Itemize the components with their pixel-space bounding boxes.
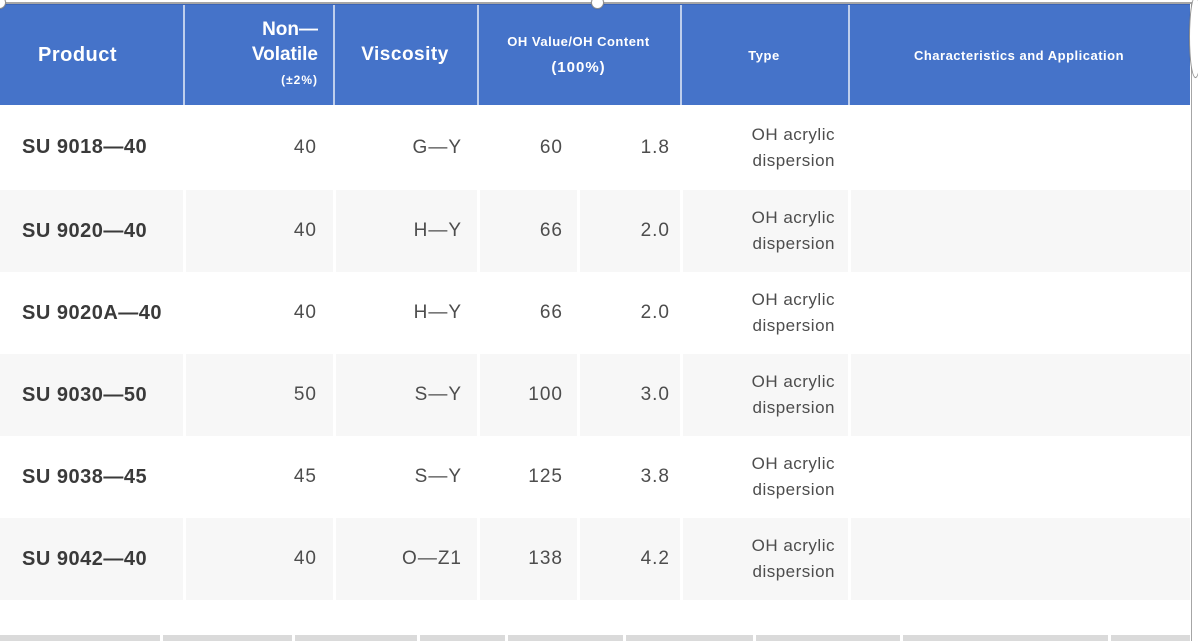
characteristics-cell (848, 436, 1190, 518)
oh-value-cell: 60 (477, 105, 577, 190)
type-cell: OH acrylic dispersion (680, 105, 848, 190)
non-volatile-cell: 40 (183, 105, 333, 190)
non-volatile-cell: 45 (183, 436, 333, 518)
product-cell: SU 9020—40 (0, 190, 183, 272)
header-sublabel: (100%) (551, 59, 606, 76)
viscosity-cell: H—Y (333, 272, 477, 354)
next-table-row-fragment (295, 635, 417, 641)
header-cell-characteristics: Characteristics and Application (848, 5, 1190, 105)
product-cell: SU 9018—40 (22, 136, 148, 158)
table-row: SU 9018—40 40 G—Y 60 1.8 OH acrylic disp… (0, 105, 1190, 190)
resize-handle-top-center[interactable] (591, 0, 604, 9)
product-spec-table: Product Non— Volatile (±2%) Viscosity OH… (0, 4, 1190, 600)
characteristics-cell (848, 105, 1190, 190)
header-cell-non-volatile: Non— Volatile (±2%) (183, 5, 333, 105)
viscosity-cell: S—Y (333, 436, 477, 518)
next-table-row-fragment (0, 635, 160, 641)
next-table-row-fragment (508, 635, 623, 641)
product-cell: SU 9042—40 (0, 518, 183, 600)
product-cell: SU 9038—45 (22, 465, 148, 488)
viscosity-cell: G—Y (333, 105, 477, 190)
table-header-row: Product Non— Volatile (±2%) Viscosity OH… (0, 4, 1190, 106)
resize-handle-top-right[interactable] (1189, 0, 1198, 78)
header-column-divider (680, 5, 682, 106)
header-label: OH Value/OH Content (507, 34, 650, 49)
non-volatile-cell: 40 (183, 272, 333, 354)
header-cell-oh-value: OH Value/OH Content (100%) (477, 5, 680, 105)
non-volatile-cell: 40 (183, 518, 333, 600)
header-label: Product (38, 43, 118, 66)
type-text: OH acrylic dispersion (751, 290, 835, 335)
viscosity-cell: H—Y (333, 190, 477, 272)
oh-content-cell: 2.0 (577, 190, 680, 272)
header-cell-product: Product (0, 5, 183, 105)
characteristics-cell (848, 518, 1190, 600)
type-cell: OH acrylic dispersion (680, 190, 848, 272)
next-table-row-fragment (420, 635, 505, 641)
product-cell: SU 9020A—40 (22, 301, 163, 324)
non-volatile-cell: 40 (183, 190, 333, 272)
next-table-row-fragment (1111, 635, 1190, 641)
header-column-divider (333, 5, 335, 106)
header-cell-type: Type (680, 5, 848, 105)
characteristics-cell (848, 272, 1190, 354)
table-row: SU 9042—40 40 O—Z1 138 4.2 OH acrylic di… (0, 518, 1190, 600)
selection-border-right (1191, 2, 1192, 641)
viscosity-cell: O—Z1 (333, 518, 477, 600)
characteristics-cell (848, 354, 1190, 436)
type-text: OH acrylic dispersion (751, 454, 835, 499)
oh-content-cell: 3.8 (577, 436, 680, 518)
oh-value-cell: 66 (477, 272, 577, 354)
oh-value-cell: 125 (477, 436, 577, 518)
header-column-divider (477, 5, 479, 106)
oh-content-cell: 3.0 (577, 354, 680, 436)
product-cell: SU 9030—50 (0, 354, 183, 436)
oh-content-cell: 2.0 (577, 272, 680, 354)
table-row: SU 9020—40 40 H—Y 66 2.0 OH acrylic disp… (0, 190, 1190, 272)
oh-value-cell: 138 (477, 518, 577, 600)
table-row: SU 9030—50 50 S—Y 100 3.0 OH acrylic dis… (0, 354, 1190, 436)
header-label: Non— (262, 19, 318, 40)
table-row: SU 9038—45 45 S—Y 125 3.8 OH acrylic dis… (0, 436, 1190, 518)
type-text: OH acrylic dispersion (751, 372, 835, 417)
oh-value-cell: 66 (477, 190, 577, 272)
type-text: OH acrylic dispersion (751, 124, 835, 170)
viscosity-cell: S—Y (333, 354, 477, 436)
next-table-row-fragment (626, 635, 753, 641)
next-table-row-fragment (903, 635, 1108, 641)
oh-value-cell: 100 (477, 354, 577, 436)
table-body: SU 9018—40 40 G—Y 60 1.8 OH acrylic disp… (0, 105, 1190, 600)
type-cell: OH acrylic dispersion (680, 354, 848, 436)
oh-content-cell: 4.2 (577, 518, 680, 600)
characteristics-cell (848, 190, 1190, 272)
table-row: SU 9020A—40 40 H—Y 66 2.0 OH acrylic dis… (0, 272, 1190, 354)
header-sublabel: (±2%) (281, 73, 318, 87)
type-cell: OH acrylic dispersion (680, 436, 848, 518)
header-column-divider (848, 5, 850, 106)
next-table-row-fragment (163, 635, 292, 641)
type-cell: OH acrylic dispersion (680, 518, 848, 600)
type-cell: OH acrylic dispersion (680, 272, 848, 354)
header-label: Type (748, 47, 780, 63)
next-table-strip (0, 635, 1190, 641)
header-label: Viscosity (361, 44, 449, 65)
type-text: OH acrylic dispersion (751, 208, 835, 253)
header-cell-viscosity: Viscosity (333, 5, 477, 105)
header-label: Volatile (251, 44, 318, 65)
oh-content-cell: 1.8 (577, 105, 680, 190)
non-volatile-cell: 50 (183, 354, 333, 436)
header-label: Characteristics and Application (913, 47, 1125, 63)
next-table-row-fragment (756, 635, 900, 641)
type-text: OH acrylic dispersion (751, 536, 835, 581)
header-column-divider (183, 5, 185, 106)
